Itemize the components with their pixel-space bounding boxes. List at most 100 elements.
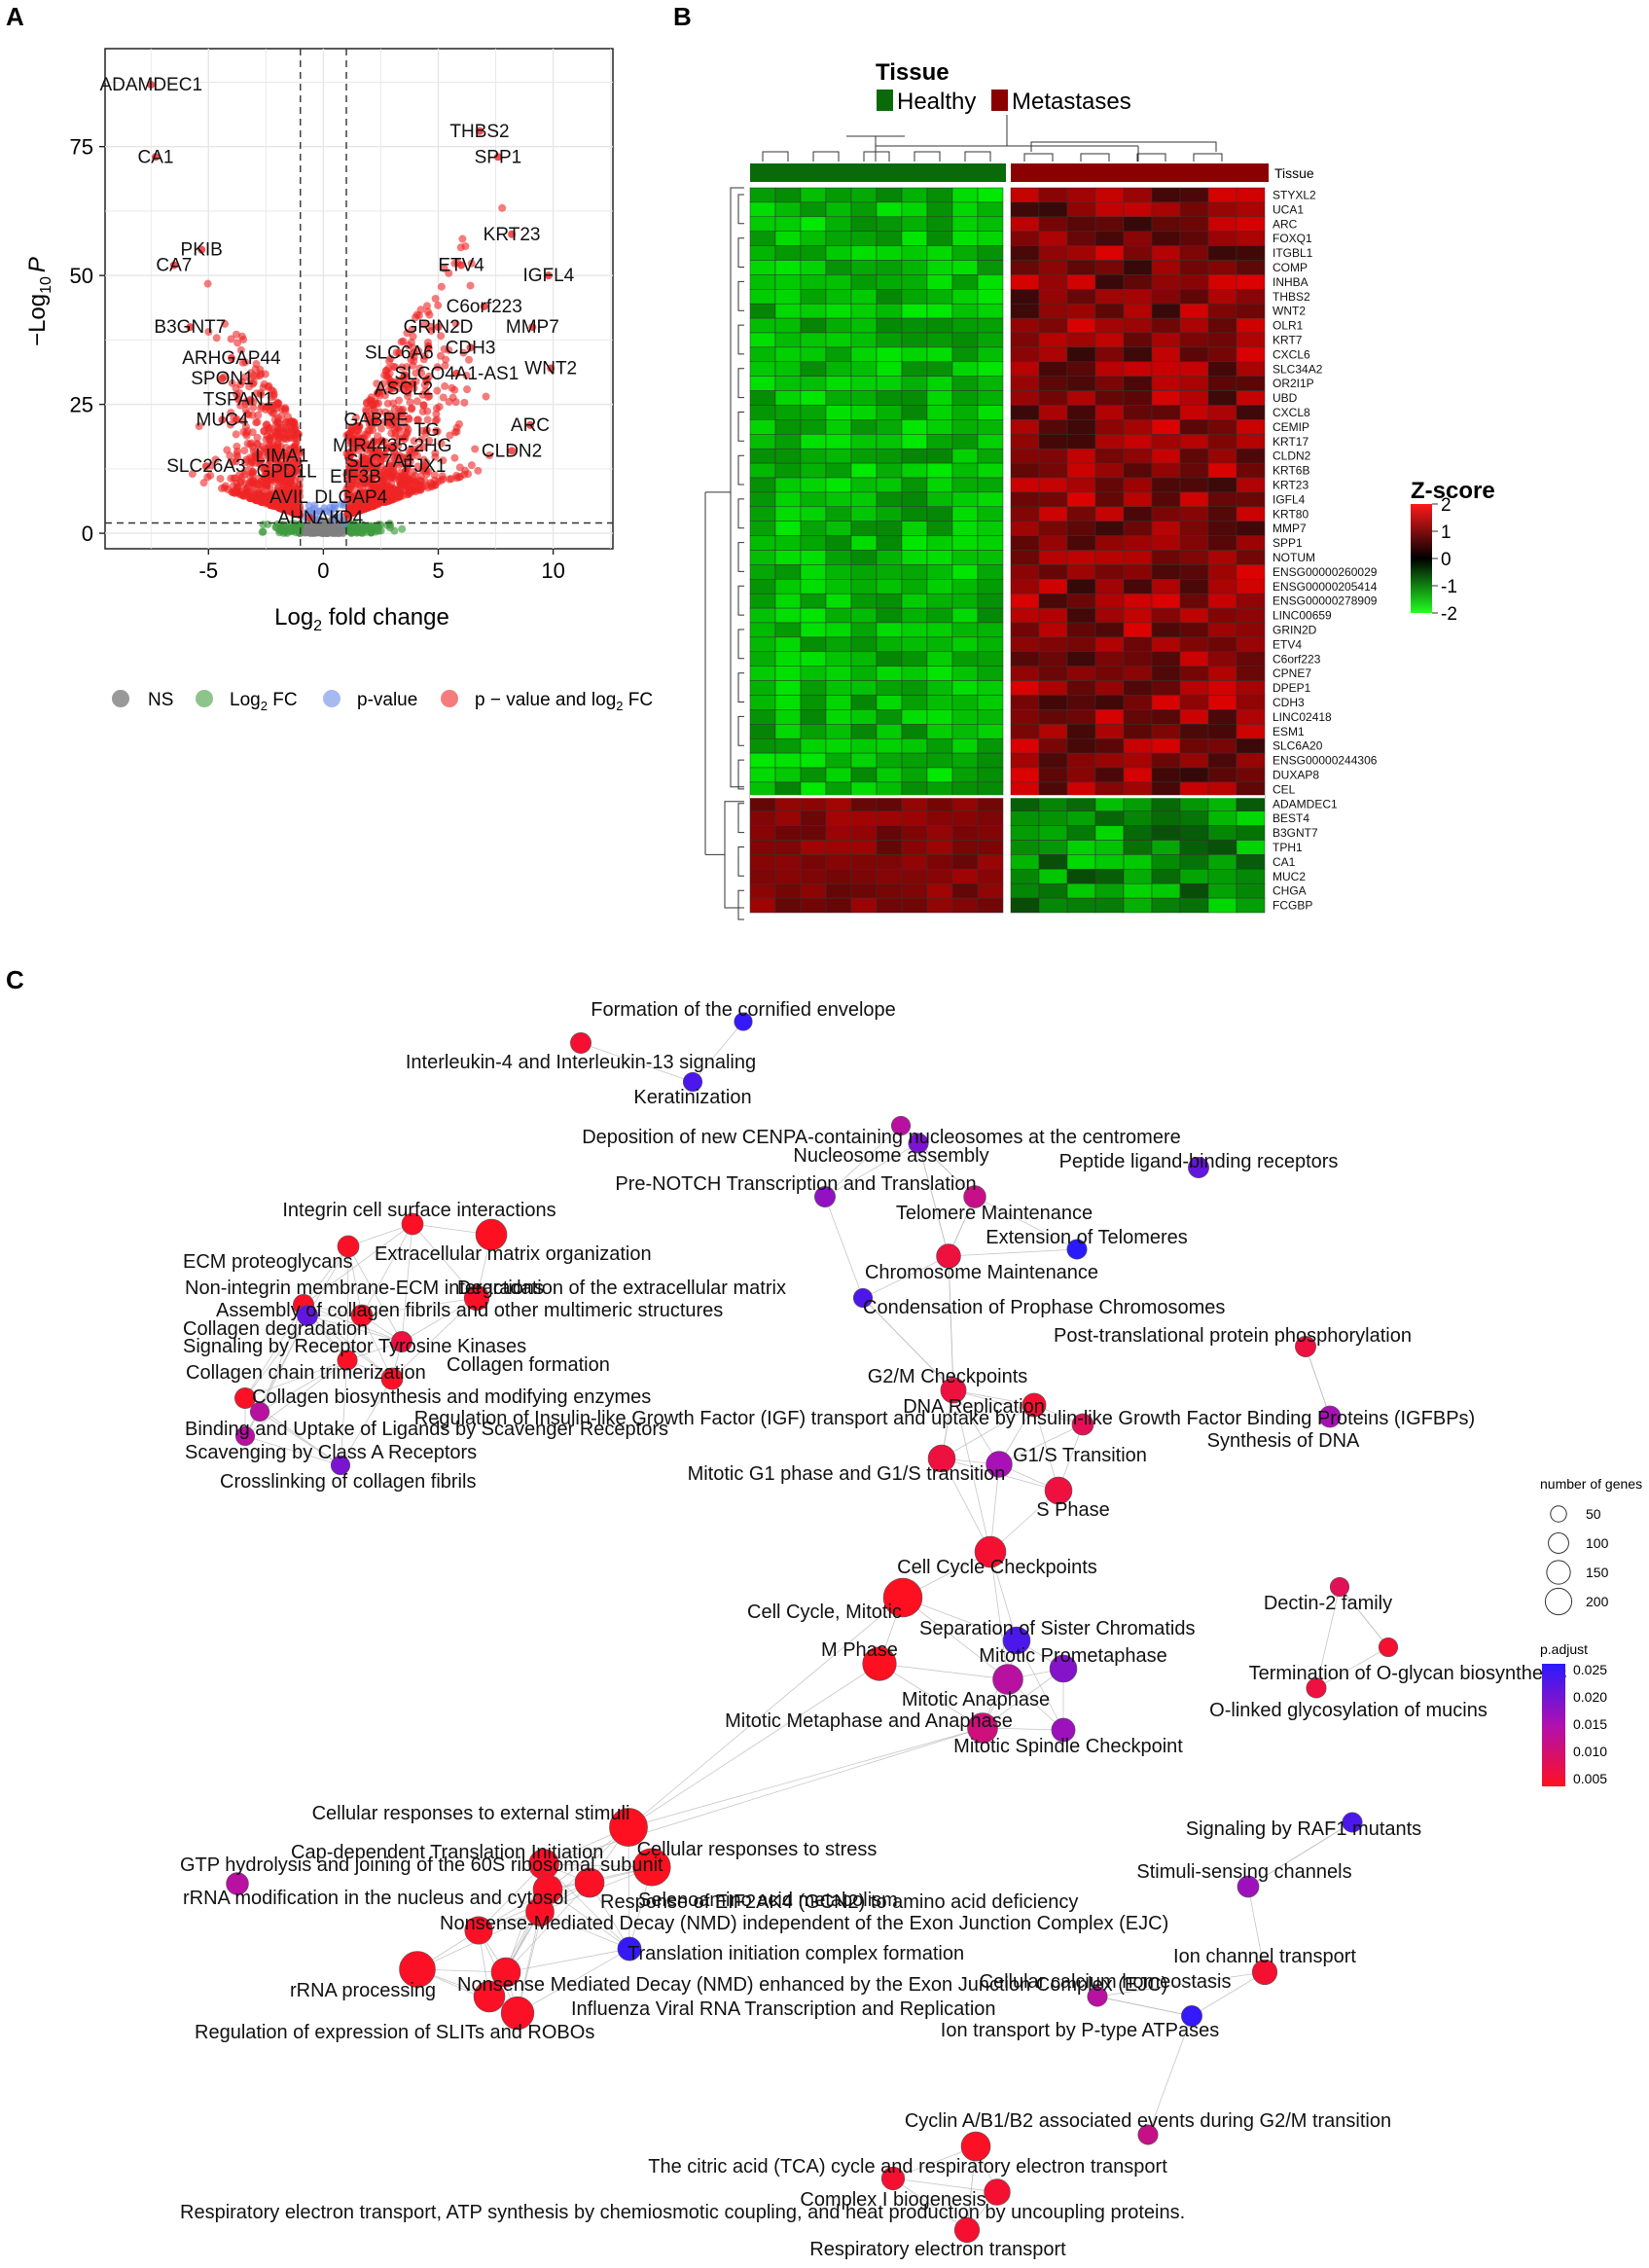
heatmap-cell	[1179, 796, 1209, 811]
heatmap-cell	[951, 521, 979, 536]
heatmap-cell	[1038, 882, 1068, 899]
volcano-plot: ADAMDEC1CA1THBS2SPP1PKIBCA7KRT23ETV4IGFL…	[24, 48, 653, 713]
heatmap-cell	[1207, 506, 1237, 522]
heatmap-cell	[1123, 607, 1153, 624]
volcano-point	[326, 508, 335, 517]
heatmap-cell	[901, 695, 928, 710]
heatmap-cell	[926, 462, 953, 479]
heatmap-cell	[977, 245, 1004, 261]
heatmap-cell	[1038, 317, 1068, 334]
heatmap-cell	[926, 810, 953, 826]
heatmap-cell	[800, 216, 827, 232]
network-node-label: Stimuli-sensing channels	[1136, 1861, 1351, 1883]
heatmap-cell	[749, 405, 776, 420]
heatmap-cell	[1094, 448, 1125, 464]
volcano-point	[233, 339, 242, 347]
heatmap-cell	[825, 810, 852, 826]
heatmap-cell	[1151, 201, 1181, 218]
heatmap-cell	[876, 317, 903, 334]
heatmap-cell	[926, 897, 953, 914]
heatmap-cell	[876, 869, 903, 884]
heatmap-cell	[800, 607, 827, 624]
heatmap-cell	[901, 593, 928, 609]
heatmap-cell	[951, 564, 979, 580]
heatmap-cell	[800, 419, 827, 435]
heatmap-cell	[977, 346, 1004, 363]
heatmap-cell	[926, 622, 953, 638]
heatmap-cell	[1236, 622, 1266, 638]
volcano-point	[351, 414, 360, 422]
heatmap-cell	[825, 593, 852, 609]
gene-label: ENSG00000278909	[1273, 594, 1378, 608]
heatmap-cell	[1094, 897, 1125, 914]
network-node-label: Interleukin-4 and Interleukin-13 signali…	[406, 1052, 756, 1073]
heatmap-cell	[1207, 346, 1237, 363]
heatmap-cell	[1151, 636, 1181, 653]
heatmap-cell	[1038, 869, 1068, 884]
heatmap-cell	[774, 434, 802, 450]
gene-label: KRT6B	[1273, 464, 1309, 478]
network-node-label: M Phase	[821, 1639, 898, 1661]
heatmap-cell	[1123, 390, 1153, 406]
heatmap-cell	[977, 724, 1004, 739]
heatmap-cell	[977, 840, 1004, 855]
heatmap-cell	[850, 854, 878, 870]
heatmap-cell	[977, 695, 1004, 710]
volcano-point	[436, 351, 445, 360]
heatmap-cell	[1010, 767, 1040, 783]
heatmap-cell	[1123, 709, 1153, 725]
heatmap-cell	[749, 346, 776, 363]
heatmap-cell	[1066, 622, 1096, 638]
volcano-point	[216, 474, 225, 483]
volcano-point-label: ARC	[511, 415, 550, 436]
heatmap-cell	[901, 201, 928, 218]
heatmap-cell	[850, 332, 878, 348]
heatmap-cell	[926, 405, 953, 420]
heatmap-cell	[1207, 882, 1237, 899]
heatmap-cell	[1010, 274, 1040, 290]
heatmap-cell	[850, 564, 878, 580]
heatmap-cell	[876, 752, 903, 769]
heatmap-cell	[1151, 622, 1181, 638]
heatmap-cell	[1179, 550, 1209, 565]
heatmap-cell	[1179, 738, 1209, 754]
heatmap-cell	[926, 346, 953, 363]
heatmap-cell	[977, 738, 1004, 754]
heatmap-cell	[800, 346, 827, 363]
heatmap-cell	[1010, 376, 1040, 391]
heatmap-cell	[774, 274, 802, 290]
volcano-point	[385, 357, 394, 366]
heatmap-cell	[876, 419, 903, 435]
heatmap-cell	[774, 593, 802, 609]
heatmap-cell	[926, 390, 953, 406]
heatmap-cell	[1179, 882, 1209, 899]
heatmap-cell	[1123, 419, 1153, 435]
volcano-point	[267, 431, 275, 440]
gene-label: IGFL4	[1273, 492, 1306, 506]
dendrogram-branch	[1080, 153, 1110, 162]
heatmap-cell	[800, 361, 827, 377]
heatmap-cell	[1038, 376, 1068, 391]
heatmap-cell	[1038, 695, 1068, 710]
heatmap-cell	[749, 289, 776, 305]
heatmap-cell	[977, 491, 1004, 508]
volcano-point	[285, 433, 294, 442]
heatmap-cell	[901, 506, 928, 522]
heatmap-cell	[1066, 854, 1096, 870]
heatmap-cell	[825, 434, 852, 450]
heatmap-cell	[876, 405, 903, 420]
heatmap-cell	[774, 317, 802, 334]
volcano-point	[315, 507, 324, 516]
gene-label: TPH1	[1273, 841, 1303, 854]
dendrogram-branch	[863, 151, 890, 162]
heatmap-cell	[951, 317, 979, 334]
heatmap-cell	[1236, 854, 1266, 870]
size-legend-circle	[1546, 1560, 1571, 1585]
heatmap-cell	[1179, 564, 1209, 580]
heatmap-cell	[1207, 869, 1237, 884]
legend-dot-fc	[196, 690, 213, 707]
heatmap-cell	[1236, 752, 1266, 769]
heatmap-cell	[901, 666, 928, 681]
network-node-label: Post-translational protein phosphorylati…	[1054, 1325, 1412, 1347]
zscore-tick-label: -2	[1441, 604, 1457, 625]
